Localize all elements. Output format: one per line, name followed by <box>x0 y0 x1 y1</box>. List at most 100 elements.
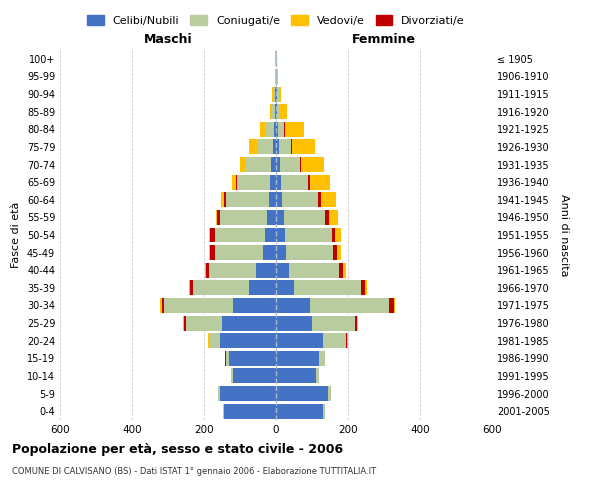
Bar <box>276 104 277 119</box>
Bar <box>265 228 276 242</box>
Bar <box>276 245 286 260</box>
Bar <box>272 86 274 102</box>
Bar <box>275 86 276 102</box>
Bar <box>222 316 276 330</box>
Bar <box>355 316 357 330</box>
Bar <box>223 404 224 418</box>
Bar <box>274 86 275 102</box>
Bar <box>332 228 335 242</box>
Bar <box>357 316 358 330</box>
Bar <box>273 140 276 154</box>
Bar <box>276 404 323 418</box>
Bar <box>209 245 211 260</box>
Bar <box>316 368 319 384</box>
Bar <box>280 104 287 119</box>
Bar <box>283 192 319 208</box>
Bar <box>220 386 276 401</box>
Bar <box>389 298 394 313</box>
Bar <box>245 157 271 172</box>
Bar <box>276 333 323 348</box>
Bar <box>220 333 276 348</box>
Bar <box>312 316 355 330</box>
Bar <box>276 157 280 172</box>
Bar <box>276 386 328 401</box>
Bar <box>276 210 284 225</box>
Bar <box>310 298 389 313</box>
Bar <box>265 122 274 137</box>
Bar <box>278 122 284 137</box>
Bar <box>276 316 312 330</box>
Bar <box>224 192 226 208</box>
Bar <box>221 192 224 208</box>
Bar <box>319 351 325 366</box>
Bar <box>267 210 276 225</box>
Bar <box>232 174 236 190</box>
Bar <box>193 280 249 295</box>
Bar <box>276 86 277 102</box>
Bar <box>256 263 276 278</box>
Bar <box>277 69 278 84</box>
Bar <box>209 228 211 242</box>
Bar <box>220 210 267 225</box>
Bar <box>394 298 395 313</box>
Bar <box>231 368 233 384</box>
Bar <box>217 210 220 225</box>
Y-axis label: Anni di nascita: Anni di nascita <box>559 194 569 276</box>
Bar <box>328 386 331 401</box>
Bar <box>325 210 329 225</box>
Bar <box>284 122 304 137</box>
Text: Maschi: Maschi <box>143 34 193 46</box>
Bar <box>206 263 209 278</box>
Bar <box>310 174 329 190</box>
Bar <box>343 263 346 278</box>
Bar <box>237 174 269 190</box>
Bar <box>209 333 220 348</box>
Bar <box>361 280 365 295</box>
Bar <box>218 386 220 401</box>
Bar <box>276 140 279 154</box>
Text: Popolazione per età, sesso e stato civile - 2006: Popolazione per età, sesso e stato civil… <box>12 442 343 456</box>
Bar <box>226 351 229 366</box>
Bar <box>164 298 233 313</box>
Bar <box>347 333 348 348</box>
Bar <box>160 298 161 313</box>
Bar <box>292 140 315 154</box>
Bar <box>190 280 193 295</box>
Bar <box>250 140 257 154</box>
Bar <box>319 192 322 208</box>
Bar <box>280 157 300 172</box>
Bar <box>279 140 292 154</box>
Bar <box>294 280 361 295</box>
Bar <box>333 245 337 260</box>
Bar <box>233 368 276 384</box>
Bar <box>188 280 190 295</box>
Bar <box>270 104 272 119</box>
Bar <box>257 140 273 154</box>
Y-axis label: Fasce di età: Fasce di età <box>11 202 21 268</box>
Text: Femmine: Femmine <box>352 34 416 46</box>
Bar <box>285 228 332 242</box>
Bar <box>277 104 280 119</box>
Bar <box>275 104 276 119</box>
Bar <box>215 245 263 260</box>
Bar <box>236 174 237 190</box>
Bar <box>226 192 269 208</box>
Bar <box>289 263 339 278</box>
Bar <box>215 228 265 242</box>
Bar <box>229 351 276 366</box>
Bar <box>184 316 186 330</box>
Bar <box>365 280 367 295</box>
Bar <box>272 104 275 119</box>
Bar <box>276 351 319 366</box>
Bar <box>183 316 184 330</box>
Bar <box>346 333 347 348</box>
Bar <box>263 245 276 260</box>
Bar <box>335 228 341 242</box>
Bar <box>249 280 276 295</box>
Bar <box>286 245 333 260</box>
Bar <box>276 280 294 295</box>
Bar <box>281 174 308 190</box>
Bar <box>323 404 325 418</box>
Bar <box>208 333 209 348</box>
Bar <box>276 174 281 190</box>
